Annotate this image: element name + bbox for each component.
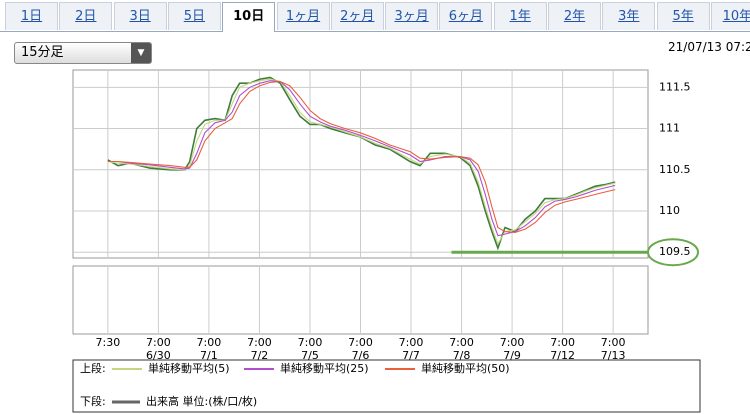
highlight-circle — [647, 238, 699, 267]
y-tick-label: 109.5 — [659, 245, 691, 258]
y-tick-label: 111 — [659, 122, 680, 135]
line-series — [107, 80, 616, 233]
tab[interactable]: 2年 — [548, 2, 601, 30]
x-tick-label: 7:00 7/2 — [247, 336, 272, 362]
x-tick-label: 7:00 7/7 — [398, 336, 424, 362]
x-tick-label: 7:00 7/1 — [196, 336, 222, 362]
tab[interactable]: 3年 — [602, 2, 656, 30]
x-tick-label: 7:00 6/30 — [146, 336, 171, 362]
y-tick-label: 110 — [659, 204, 680, 217]
x-tick-label: 7:00 7/6 — [348, 336, 373, 362]
line-series — [107, 78, 616, 246]
legend-entry: 単純移動平均(25) — [280, 361, 369, 375]
tab[interactable]: 1日 — [5, 2, 58, 30]
tab[interactable]: 6ヶ月 — [439, 2, 493, 30]
legend-label: 上段: — [80, 361, 106, 375]
tab[interactable]: 1ヶ月 — [276, 2, 330, 30]
interval-dropdown[interactable]: 15分足 ▼ — [14, 42, 152, 64]
tab[interactable]: 2日 — [59, 2, 113, 30]
dropdown-label: 15分足 — [21, 45, 64, 60]
tab[interactable]: 1年 — [493, 2, 547, 30]
tab[interactable]: 10年 — [710, 2, 750, 30]
y-tick-label: 111.5 — [659, 80, 691, 93]
tab[interactable]: 2ヶ月 — [330, 2, 384, 30]
dropdown-arrow: ▼ — [131, 43, 151, 63]
x-tick-label: 7:00 7/9 — [499, 336, 525, 362]
tab[interactable]: 3ヶ月 — [385, 2, 439, 30]
timestamp: 21/07/13 07:2 — [668, 40, 750, 54]
legend-entry: 単純移動平均(5) — [148, 361, 230, 375]
x-tick-label: 7:00 7/5 — [297, 336, 323, 362]
line-series — [107, 76, 616, 251]
x-tick-label: 7:00 7/8 — [449, 336, 474, 362]
y-tick-label: 110.5 — [659, 163, 691, 176]
legend-label: 下段: — [80, 394, 106, 408]
x-tick-label: 7:00 7/13 — [600, 336, 626, 362]
tab-bar: 1日 2日 3日 5日 10日 1ヶ月 2ヶ月 3ヶ月 6ヶ月 1年 2年 3年 5年 10年 — [0, 0, 750, 32]
legend-entry: 出来高 単位:(株/口/枚) — [146, 394, 257, 408]
legend-entry: 単純移動平均(50) — [421, 361, 510, 375]
tab[interactable]: 5年 — [656, 2, 710, 30]
tab[interactable]: 10日 — [222, 2, 276, 32]
line-series — [107, 80, 616, 237]
tab[interactable]: 3日 — [113, 2, 167, 30]
x-tick-label: 7:30 — [95, 336, 121, 349]
x-tick-label: 7:00 7/12 — [550, 336, 575, 362]
tab[interactable]: 5日 — [167, 2, 221, 30]
